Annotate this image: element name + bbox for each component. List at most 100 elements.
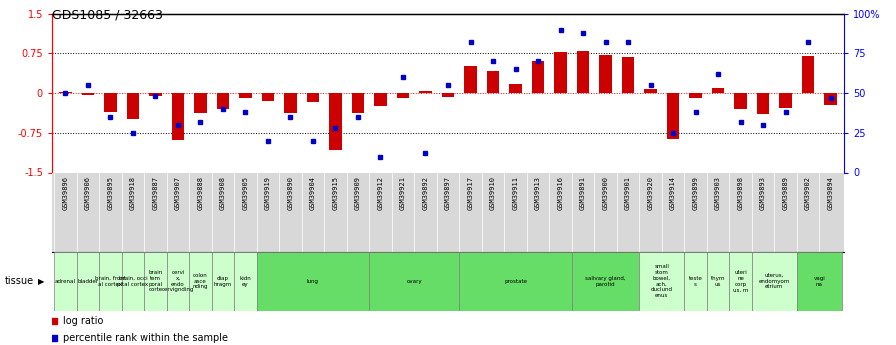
Text: log ratio: log ratio	[63, 316, 104, 326]
Text: GSM39898: GSM39898	[737, 177, 744, 210]
Text: GSM39892: GSM39892	[423, 177, 428, 210]
Bar	[622, 57, 634, 93]
Bar	[352, 93, 364, 113]
Text: GSM39895: GSM39895	[108, 177, 114, 210]
Bar	[644, 89, 657, 93]
Bar	[757, 93, 769, 114]
Text: GSM39903: GSM39903	[715, 177, 721, 210]
Text: GSM39905: GSM39905	[243, 177, 248, 210]
Bar	[419, 90, 432, 93]
Text: GSM39896: GSM39896	[63, 177, 68, 210]
Bar	[127, 93, 139, 119]
Text: GSM39901: GSM39901	[625, 177, 631, 210]
Bar	[577, 51, 590, 93]
Text: brain, occi
pital cortex: brain, occi pital cortex	[117, 276, 149, 287]
Text: uterus,
endomyom
etrium: uterus, endomyom etrium	[759, 273, 790, 289]
Bar	[284, 93, 297, 113]
Bar	[464, 66, 477, 93]
Text: GSM39894: GSM39894	[828, 177, 833, 210]
Text: GSM39891: GSM39891	[580, 177, 586, 210]
Bar	[375, 93, 387, 106]
Bar	[82, 93, 94, 95]
Bar	[144, 252, 167, 310]
Text: GSM39918: GSM39918	[130, 177, 136, 210]
Text: GSM39904: GSM39904	[310, 177, 316, 210]
Bar	[460, 252, 572, 310]
Text: GSM39910: GSM39910	[490, 177, 496, 210]
Text: percentile rank within the sample: percentile rank within the sample	[63, 333, 228, 343]
Bar	[77, 252, 99, 310]
Bar	[639, 252, 685, 310]
Text: cervi
x,
endo
cervignding: cervi x, endo cervignding	[162, 270, 194, 292]
Bar	[172, 93, 185, 140]
Text: GSM39914: GSM39914	[670, 177, 676, 210]
Text: GSM39913: GSM39913	[535, 177, 541, 210]
Bar	[306, 93, 319, 102]
Bar	[797, 252, 841, 310]
Text: GSM39919: GSM39919	[265, 177, 271, 210]
Bar	[780, 93, 792, 108]
Text: kidn
ey: kidn ey	[239, 276, 252, 287]
Text: GSM39906: GSM39906	[85, 177, 91, 210]
Bar	[685, 252, 707, 310]
Bar	[330, 93, 341, 150]
Text: GSM39908: GSM39908	[220, 177, 226, 210]
Text: ▶: ▶	[38, 277, 44, 286]
Bar	[59, 92, 72, 93]
Bar	[167, 252, 189, 310]
Text: GSM39917: GSM39917	[468, 177, 473, 210]
Text: ovary: ovary	[407, 279, 422, 284]
Text: GSM39900: GSM39900	[602, 177, 608, 210]
Bar	[234, 252, 257, 310]
Text: GSM39915: GSM39915	[332, 177, 339, 210]
Text: brain, front
al cortex: brain, front al cortex	[95, 276, 126, 287]
Text: GSM39907: GSM39907	[175, 177, 181, 210]
Bar	[104, 93, 116, 112]
Text: salivary gland,
parotid: salivary gland, parotid	[585, 276, 625, 287]
Bar	[211, 252, 234, 310]
Bar	[802, 56, 814, 93]
Text: GSM39902: GSM39902	[805, 177, 811, 210]
Bar	[442, 93, 454, 97]
Text: thym
us: thym us	[711, 276, 725, 287]
Text: GSM39916: GSM39916	[557, 177, 564, 210]
Text: GSM39911: GSM39911	[513, 177, 519, 210]
Bar	[572, 252, 639, 310]
Text: GSM39887: GSM39887	[152, 177, 159, 210]
Bar	[99, 252, 122, 310]
Bar	[189, 252, 211, 310]
Text: GSM39897: GSM39897	[445, 177, 451, 210]
Text: GSM39921: GSM39921	[400, 177, 406, 210]
Bar	[194, 93, 207, 113]
Bar	[122, 252, 144, 310]
Text: GSM39909: GSM39909	[355, 177, 361, 210]
Bar	[257, 252, 369, 310]
Bar	[752, 252, 797, 310]
Bar	[150, 93, 161, 96]
Text: GSM39912: GSM39912	[377, 177, 383, 210]
Bar	[667, 93, 679, 139]
Text: diap
hragm: diap hragm	[214, 276, 232, 287]
Text: teste
s: teste s	[689, 276, 702, 287]
Bar	[217, 93, 229, 109]
Text: brain
tem
poral
corte: brain tem poral corte	[149, 270, 162, 292]
Bar	[555, 52, 566, 93]
Text: GDS1085 / 32663: GDS1085 / 32663	[52, 9, 163, 22]
Text: prostate: prostate	[504, 279, 527, 284]
Bar	[487, 71, 499, 93]
Text: GSM39899: GSM39899	[693, 177, 699, 210]
Bar	[262, 93, 274, 101]
Bar	[735, 93, 746, 109]
Bar	[239, 93, 252, 98]
Bar	[707, 252, 729, 310]
Bar	[824, 93, 837, 105]
Text: GSM39893: GSM39893	[760, 177, 766, 210]
Text: vagi
na: vagi na	[814, 276, 825, 287]
Text: small
stom
bowel,
ach,
duclund
enus: small stom bowel, ach, duclund enus	[650, 264, 673, 298]
Text: tissue: tissue	[4, 276, 34, 286]
Text: adrenal: adrenal	[55, 279, 76, 284]
Bar	[689, 93, 702, 98]
Text: GSM39890: GSM39890	[288, 177, 294, 210]
Bar	[599, 55, 612, 93]
Text: GSM39920: GSM39920	[648, 177, 653, 210]
